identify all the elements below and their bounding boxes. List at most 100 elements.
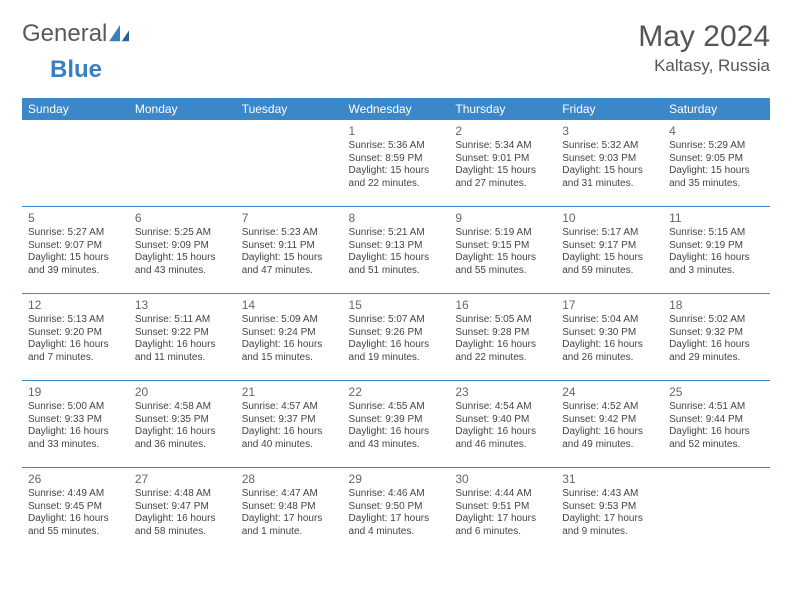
day-info-line: and 40 minutes. bbox=[242, 439, 337, 452]
calendar-day-cell: 24Sunrise: 4:52 AMSunset: 9:42 PMDayligh… bbox=[556, 381, 663, 468]
weekday-header: Monday bbox=[129, 98, 236, 120]
day-info-line: and 22 minutes. bbox=[455, 352, 550, 365]
day-info-line: Daylight: 15 hours bbox=[135, 252, 230, 265]
weekday-row: SundayMondayTuesdayWednesdayThursdayFrid… bbox=[22, 98, 770, 120]
weekday-header: Tuesday bbox=[236, 98, 343, 120]
day-info-line: and 19 minutes. bbox=[349, 352, 444, 365]
day-info-line: Sunset: 9:44 PM bbox=[669, 414, 764, 427]
day-info: Sunrise: 5:00 AMSunset: 9:33 PMDaylight:… bbox=[28, 401, 123, 451]
day-info-line: Daylight: 15 hours bbox=[455, 252, 550, 265]
calendar-body: 1Sunrise: 5:36 AMSunset: 8:59 PMDaylight… bbox=[22, 120, 770, 554]
day-info-line: Sunrise: 5:19 AM bbox=[455, 227, 550, 240]
calendar-week-row: 12Sunrise: 5:13 AMSunset: 9:20 PMDayligh… bbox=[22, 294, 770, 381]
day-info-line: and 6 minutes. bbox=[455, 526, 550, 539]
day-info-line: Sunrise: 5:02 AM bbox=[669, 314, 764, 327]
day-info-line: and 26 minutes. bbox=[562, 352, 657, 365]
day-info-line: Daylight: 17 hours bbox=[562, 513, 657, 526]
calendar-day-cell: 6Sunrise: 5:25 AMSunset: 9:09 PMDaylight… bbox=[129, 207, 236, 294]
day-info-line: Daylight: 16 hours bbox=[669, 252, 764, 265]
day-info-line: Sunrise: 4:54 AM bbox=[455, 401, 550, 414]
day-info-line: Sunrise: 4:55 AM bbox=[349, 401, 444, 414]
day-info-line: Sunset: 9:40 PM bbox=[455, 414, 550, 427]
day-info: Sunrise: 5:11 AMSunset: 9:22 PMDaylight:… bbox=[135, 314, 230, 364]
day-info-line: Daylight: 16 hours bbox=[562, 426, 657, 439]
day-info-line: and 9 minutes. bbox=[562, 526, 657, 539]
day-number: 30 bbox=[455, 472, 550, 486]
day-info: Sunrise: 4:44 AMSunset: 9:51 PMDaylight:… bbox=[455, 488, 550, 538]
day-info-line: Daylight: 16 hours bbox=[669, 339, 764, 352]
day-info-line: Daylight: 15 hours bbox=[242, 252, 337, 265]
day-info-line: and 46 minutes. bbox=[455, 439, 550, 452]
title-block: May 2024 Kaltasy, Russia bbox=[638, 20, 770, 76]
day-info-line: Sunrise: 4:49 AM bbox=[28, 488, 123, 501]
day-info-line: Sunset: 9:20 PM bbox=[28, 327, 123, 340]
day-info: Sunrise: 4:48 AMSunset: 9:47 PMDaylight:… bbox=[135, 488, 230, 538]
day-info-line: Sunrise: 5:17 AM bbox=[562, 227, 657, 240]
calendar-day-cell: 22Sunrise: 4:55 AMSunset: 9:39 PMDayligh… bbox=[343, 381, 450, 468]
day-info-line: Sunset: 9:03 PM bbox=[562, 153, 657, 166]
day-info-line: Daylight: 16 hours bbox=[455, 426, 550, 439]
day-info-line: Sunset: 9:11 PM bbox=[242, 240, 337, 253]
day-number: 17 bbox=[562, 298, 657, 312]
calendar-day-cell: 18Sunrise: 5:02 AMSunset: 9:32 PMDayligh… bbox=[663, 294, 770, 381]
brand-word-1: General bbox=[22, 20, 107, 48]
day-info-line: Daylight: 17 hours bbox=[242, 513, 337, 526]
calendar-day-cell: 30 Sunrise: 4:44 AMSunset: 9:51 PMDayligh… bbox=[449, 468, 556, 555]
day-number: 25 bbox=[669, 385, 764, 399]
day-info-line: Sunrise: 4:57 AM bbox=[242, 401, 337, 414]
day-info: Sunrise: 4:55 AMSunset: 9:39 PMDaylight:… bbox=[349, 401, 444, 451]
day-info-line: Sunset: 9:28 PM bbox=[455, 327, 550, 340]
day-number: 12 bbox=[28, 298, 123, 312]
day-info-line: Sunrise: 4:46 AM bbox=[349, 488, 444, 501]
day-info-line: Daylight: 16 hours bbox=[562, 339, 657, 352]
day-info-line: Sunrise: 4:51 AM bbox=[669, 401, 764, 414]
calendar-week-row: 26Sunrise: 4:49 AMSunset: 9:45 PMDayligh… bbox=[22, 468, 770, 555]
day-info-line: Sunset: 9:07 PM bbox=[28, 240, 123, 253]
day-info-line: Sunrise: 4:52 AM bbox=[562, 401, 657, 414]
day-info: Sunrise: 5:04 AMSunset: 9:30 PMDaylight:… bbox=[562, 314, 657, 364]
day-info-line: Sunset: 9:17 PM bbox=[562, 240, 657, 253]
day-number: 6 bbox=[135, 211, 230, 225]
day-info-line: and 43 minutes. bbox=[349, 439, 444, 452]
day-number: 7 bbox=[242, 211, 337, 225]
weekday-header: Sunday bbox=[22, 98, 129, 120]
calendar-day-cell: 26Sunrise: 4:49 AMSunset: 9:45 PMDayligh… bbox=[22, 468, 129, 555]
day-info-line: Sunrise: 5:05 AM bbox=[455, 314, 550, 327]
day-info-line: and 35 minutes. bbox=[669, 178, 764, 191]
calendar-day-cell: 28Sunrise: 4:47 AMSunset: 9:48 PMDayligh… bbox=[236, 468, 343, 555]
location: Kaltasy, Russia bbox=[638, 56, 770, 76]
calendar-day-cell: 7Sunrise: 5:23 AMSunset: 9:11 PMDaylight… bbox=[236, 207, 343, 294]
day-number: 19 bbox=[28, 385, 123, 399]
day-info-line: Sunset: 9:22 PM bbox=[135, 327, 230, 340]
day-info-line: Sunset: 9:15 PM bbox=[455, 240, 550, 253]
day-info-line: Sunset: 9:19 PM bbox=[669, 240, 764, 253]
day-info-line: Daylight: 16 hours bbox=[242, 339, 337, 352]
day-info-line: and 31 minutes. bbox=[562, 178, 657, 191]
day-info-line: and 22 minutes. bbox=[349, 178, 444, 191]
day-info-line: Sunset: 9:09 PM bbox=[135, 240, 230, 253]
day-info-line: Daylight: 15 hours bbox=[349, 165, 444, 178]
calendar-table: SundayMondayTuesdayWednesdayThursdayFrid… bbox=[22, 98, 770, 554]
calendar-day-cell: 21Sunrise: 4:57 AMSunset: 9:37 PMDayligh… bbox=[236, 381, 343, 468]
day-info: Sunrise: 5:17 AMSunset: 9:17 PMDaylight:… bbox=[562, 227, 657, 277]
day-info: Sunrise: 5:07 AMSunset: 9:26 PMDaylight:… bbox=[349, 314, 444, 364]
day-number: 4 bbox=[669, 124, 764, 138]
day-info-line: Daylight: 15 hours bbox=[28, 252, 123, 265]
day-number: 21 bbox=[242, 385, 337, 399]
day-info-line: Sunrise: 5:15 AM bbox=[669, 227, 764, 240]
day-info-line: Daylight: 16 hours bbox=[349, 426, 444, 439]
day-info-line: and 3 minutes. bbox=[669, 265, 764, 278]
day-info-line: Sunset: 9:48 PM bbox=[242, 501, 337, 514]
calendar-day-cell: 11Sunrise: 5:15 AMSunset: 9:19 PMDayligh… bbox=[663, 207, 770, 294]
day-info-line: Daylight: 16 hours bbox=[135, 426, 230, 439]
weekday-header: Saturday bbox=[663, 98, 770, 120]
day-info: Sunrise: 4:49 AMSunset: 9:45 PMDaylight:… bbox=[28, 488, 123, 538]
day-info-line: Sunset: 9:51 PM bbox=[455, 501, 550, 514]
day-info-line: Sunset: 9:53 PM bbox=[562, 501, 657, 514]
day-info-line: Sunrise: 5:04 AM bbox=[562, 314, 657, 327]
day-number: 18 bbox=[669, 298, 764, 312]
day-info: Sunrise: 4:52 AMSunset: 9:42 PMDaylight:… bbox=[562, 401, 657, 451]
calendar-day-cell: 25Sunrise: 4:51 AMSunset: 9:44 PMDayligh… bbox=[663, 381, 770, 468]
day-number: 5 bbox=[28, 211, 123, 225]
weekday-header: Thursday bbox=[449, 98, 556, 120]
